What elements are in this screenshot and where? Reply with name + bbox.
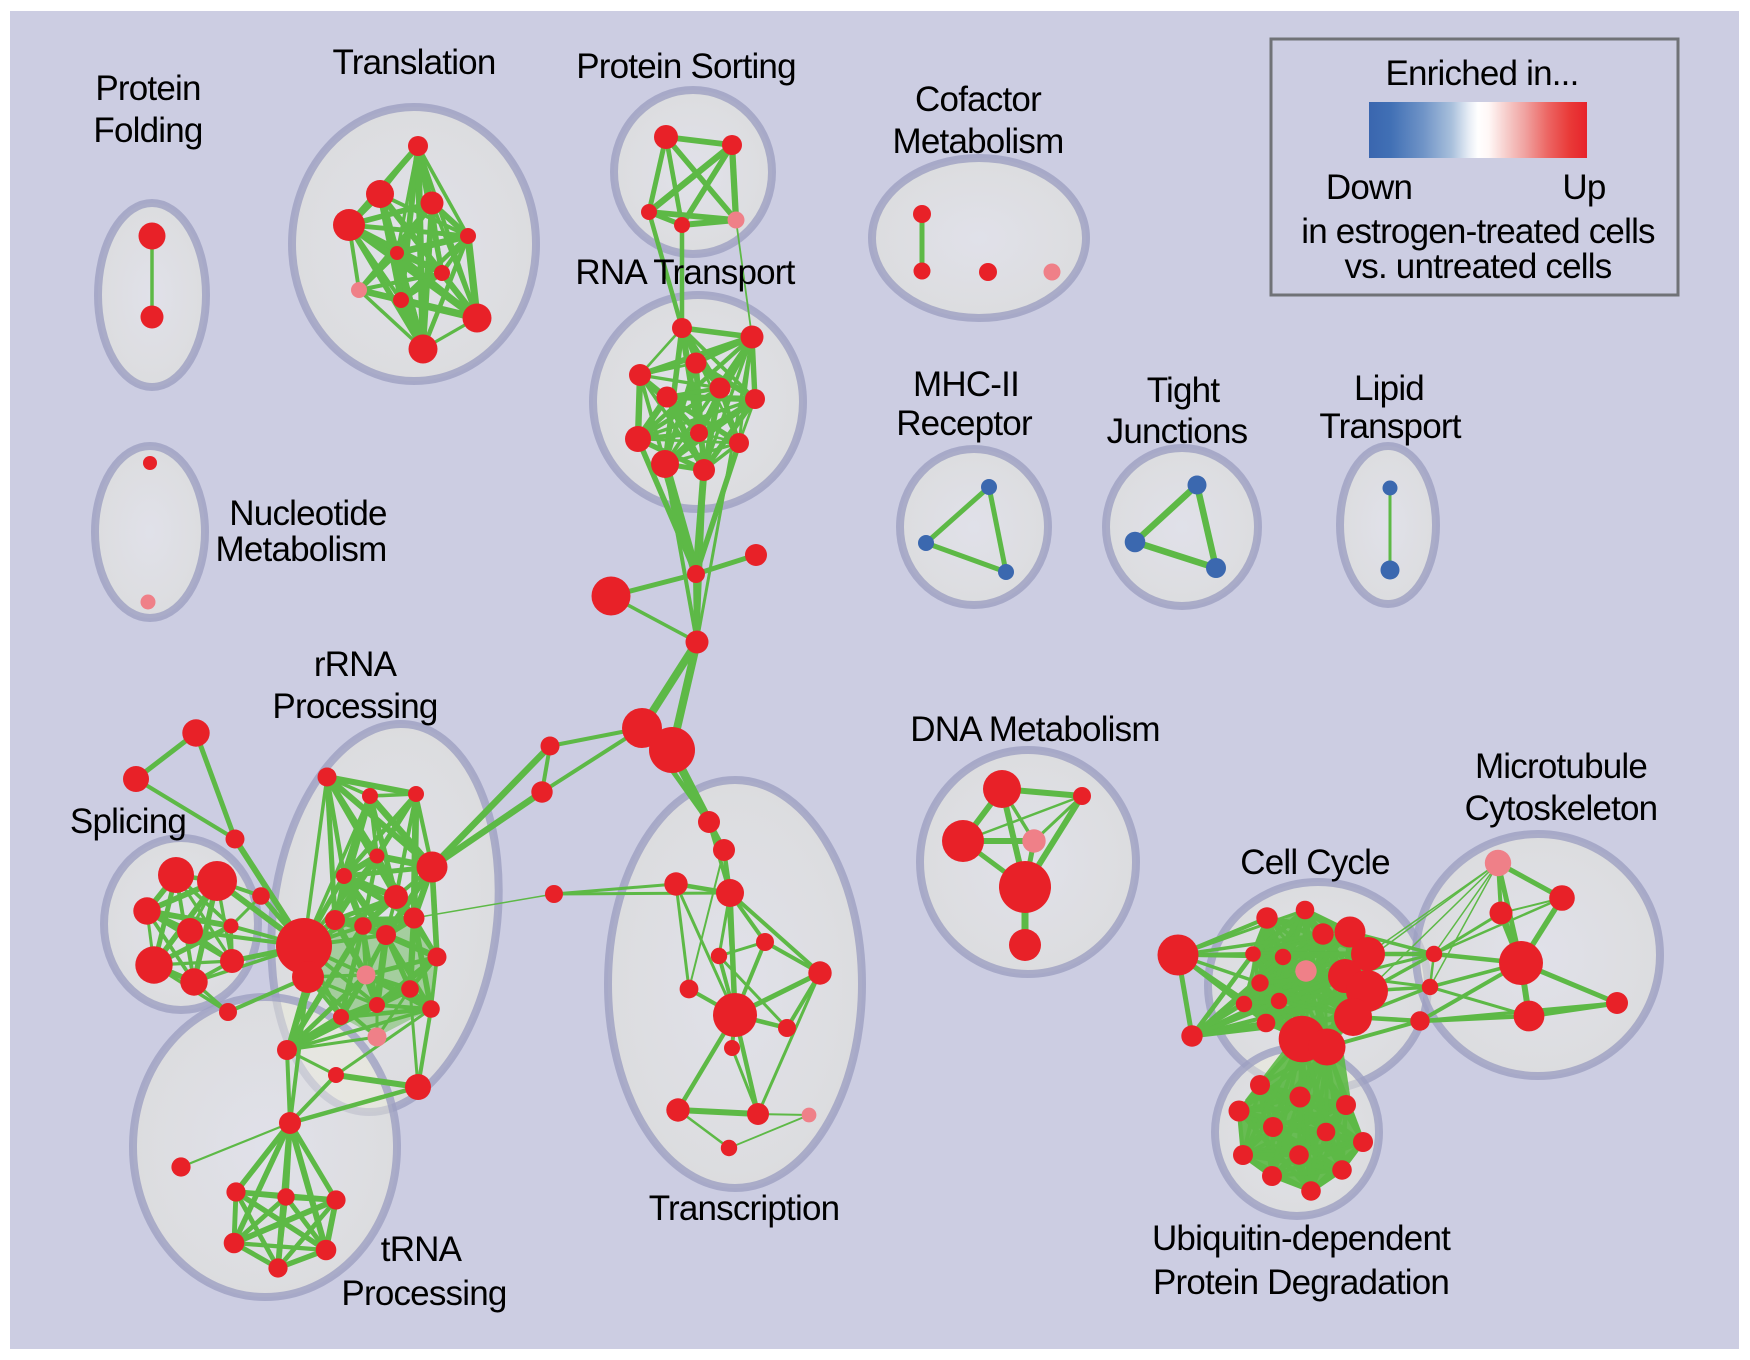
- svg-text:Cytoskeleton: Cytoskeleton: [1465, 789, 1658, 828]
- svg-text:Processing: Processing: [341, 1274, 506, 1313]
- svg-text:Nucleotide: Nucleotide: [229, 494, 386, 533]
- svg-text:Translation: Translation: [332, 43, 495, 82]
- svg-text:Protein Sorting: Protein Sorting: [576, 47, 796, 86]
- svg-text:Up: Up: [1562, 168, 1605, 207]
- svg-text:Enriched in...: Enriched in...: [1385, 54, 1578, 93]
- svg-text:in estrogen-treated cells: in estrogen-treated cells: [1301, 212, 1655, 251]
- svg-text:Ubiquitin-dependent: Ubiquitin-dependent: [1152, 1219, 1451, 1258]
- svg-text:Junctions: Junctions: [1107, 412, 1248, 451]
- svg-text:Transcription: Transcription: [649, 1189, 840, 1228]
- svg-text:DNA Metabolism: DNA Metabolism: [910, 710, 1159, 749]
- svg-text:Cofactor: Cofactor: [915, 80, 1042, 119]
- svg-text:Transport: Transport: [1319, 407, 1461, 446]
- svg-text:rRNA: rRNA: [314, 645, 398, 684]
- svg-text:Metabolism: Metabolism: [216, 530, 387, 569]
- svg-text:Lipid: Lipid: [1354, 369, 1424, 408]
- svg-text:Splicing: Splicing: [70, 802, 186, 841]
- svg-text:Metabolism: Metabolism: [893, 122, 1064, 161]
- svg-text:Cell Cycle: Cell Cycle: [1240, 843, 1390, 882]
- svg-text:vs. untreated cells: vs. untreated cells: [1345, 247, 1612, 286]
- svg-text:Tight: Tight: [1147, 371, 1221, 410]
- svg-text:Receptor: Receptor: [896, 404, 1033, 443]
- svg-text:Protein: Protein: [95, 69, 200, 108]
- svg-text:Protein Degradation: Protein Degradation: [1153, 1263, 1449, 1302]
- svg-text:Microtubule: Microtubule: [1475, 747, 1647, 786]
- svg-text:Folding: Folding: [93, 111, 202, 150]
- svg-text:tRNA: tRNA: [381, 1230, 463, 1269]
- svg-text:Down: Down: [1326, 168, 1412, 207]
- svg-text:Processing: Processing: [272, 687, 437, 726]
- svg-text:RNA Transport: RNA Transport: [575, 253, 795, 292]
- svg-text:MHC-II: MHC-II: [913, 365, 1019, 404]
